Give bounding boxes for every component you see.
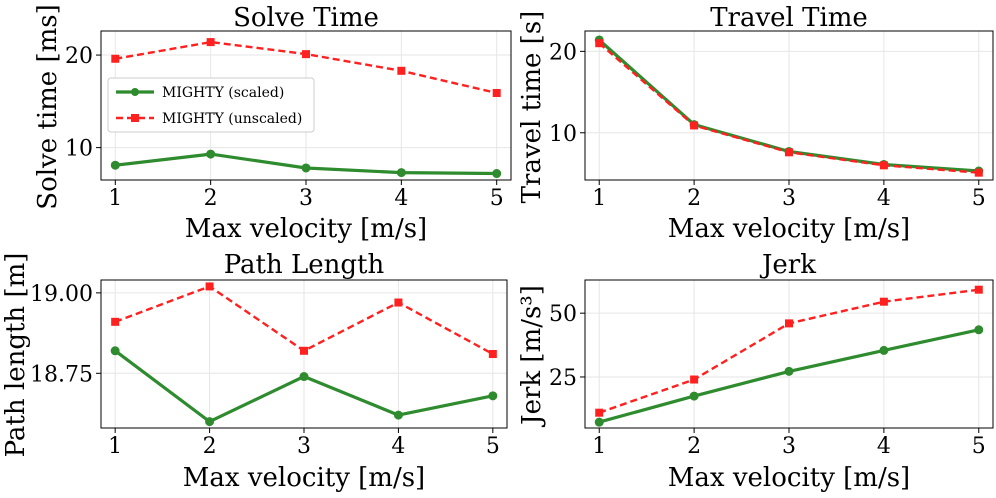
data-point-unscaled [397, 66, 406, 75]
x-tick-label: 2 [203, 434, 217, 459]
data-point-unscaled [111, 54, 120, 63]
x-tick-label: 5 [486, 434, 500, 459]
data-point-scaled [488, 391, 498, 401]
x-tick-label: 4 [877, 434, 891, 459]
chart-title: Jerk [759, 250, 816, 280]
chart-title: Solve Time [233, 3, 379, 33]
data-point-scaled [110, 160, 120, 170]
x-tick-label: 1 [108, 186, 122, 211]
chart-title: Travel Time [710, 3, 868, 33]
x-axis-label: Max velocity [m/s] [185, 214, 427, 244]
data-point-scaled [492, 169, 502, 179]
x-tick-label: 4 [391, 434, 405, 459]
x-tick-label: 2 [204, 186, 218, 211]
y-tick-label: 10 [549, 122, 577, 147]
y-axis-label: Travel time [s] [517, 11, 547, 204]
data-point-unscaled [394, 298, 403, 307]
x-tick-label: 3 [782, 434, 796, 459]
y-tick-label: 20 [549, 40, 577, 65]
y-tick-label: 10 [65, 137, 93, 162]
panel-jerk: Jerk Max velocity [m/s] Jerk [m/s³] 1 2 3 4… [517, 250, 994, 493]
data-point-scaled [206, 149, 216, 159]
y-tick-label: 20 [65, 44, 93, 69]
x-tick-label: 3 [299, 186, 313, 211]
x-tick-label: 5 [972, 186, 986, 211]
data-point-unscaled [595, 408, 604, 417]
data-point-scaled [393, 410, 403, 420]
data-point-unscaled [302, 50, 310, 59]
x-tick-label: 2 [687, 434, 701, 459]
data-point-scaled [689, 391, 699, 401]
x-axis-label: Max velocity [m/s] [668, 214, 910, 244]
data-point-unscaled [974, 168, 983, 177]
x-tick-label: 5 [490, 186, 504, 211]
data-point-unscaled [879, 297, 888, 306]
x-tick-label: 3 [297, 434, 311, 459]
legend-box [107, 77, 315, 133]
legend-marker-scaled [131, 88, 139, 96]
data-point-unscaled [111, 317, 120, 326]
legend-label-scaled: MIGHTY (scaled) [162, 85, 284, 101]
legend: MIGHTY (scaled) MIGHTY (unscaled) [107, 77, 315, 133]
data-point-unscaled [595, 39, 604, 48]
x-tick-label: 3 [782, 186, 796, 211]
data-point-unscaled [785, 319, 793, 328]
data-point-scaled [396, 168, 406, 178]
data-point-unscaled [488, 350, 497, 358]
y-tick-label: 25 [549, 366, 577, 391]
y-axis-label: Solve time [ms] [33, 4, 63, 209]
data-point-scaled [299, 372, 309, 382]
data-point-unscaled [300, 346, 308, 355]
x-tick-label: 5 [972, 434, 986, 459]
data-point-scaled [205, 417, 215, 427]
panel-travel-time: Travel Time Max velocity [m/s] Travel ti… [517, 3, 994, 244]
data-point-unscaled [205, 282, 214, 291]
legend-marker-unscaled [131, 114, 139, 122]
data-point-scaled [974, 325, 984, 335]
x-axis-label: Max velocity [m/s] [668, 463, 910, 493]
data-point-unscaled [785, 148, 793, 157]
data-point-scaled [784, 366, 794, 376]
x-tick-label: 1 [592, 434, 606, 459]
x-tick-label: 4 [877, 186, 891, 211]
data-point-unscaled [492, 89, 501, 98]
data-point-unscaled [879, 161, 888, 170]
data-point-scaled [110, 346, 120, 356]
data-point-scaled [594, 417, 604, 427]
data-point-unscaled [690, 375, 699, 384]
x-tick-label: 1 [108, 434, 122, 459]
x-tick-label: 4 [394, 186, 408, 211]
data-point-unscaled [974, 285, 983, 294]
data-point-unscaled [690, 121, 699, 130]
x-tick-label: 2 [687, 186, 701, 211]
panel-path-length: Path Length Max velocity [m/s] Path leng… [1, 250, 508, 493]
data-point-unscaled [206, 38, 215, 47]
chart-title: Path Length [224, 250, 385, 280]
x-tick-label: 1 [592, 186, 606, 211]
y-tick-label: 50 [549, 302, 577, 327]
y-axis-label: Jerk [m/s³] [517, 285, 547, 428]
panel-solve-time: Solve Time Max velocity [m/s] Solve time… [33, 3, 512, 244]
y-axis-label: Path length [m] [1, 253, 31, 458]
x-axis-label: Max velocity [m/s] [183, 463, 425, 493]
data-point-scaled [879, 345, 889, 355]
y-tick-label: 19.00 [30, 282, 93, 307]
y-tick-label: 18.75 [30, 362, 93, 387]
data-point-scaled [301, 163, 311, 173]
legend-label-unscaled: MIGHTY (unscaled) [162, 111, 302, 127]
